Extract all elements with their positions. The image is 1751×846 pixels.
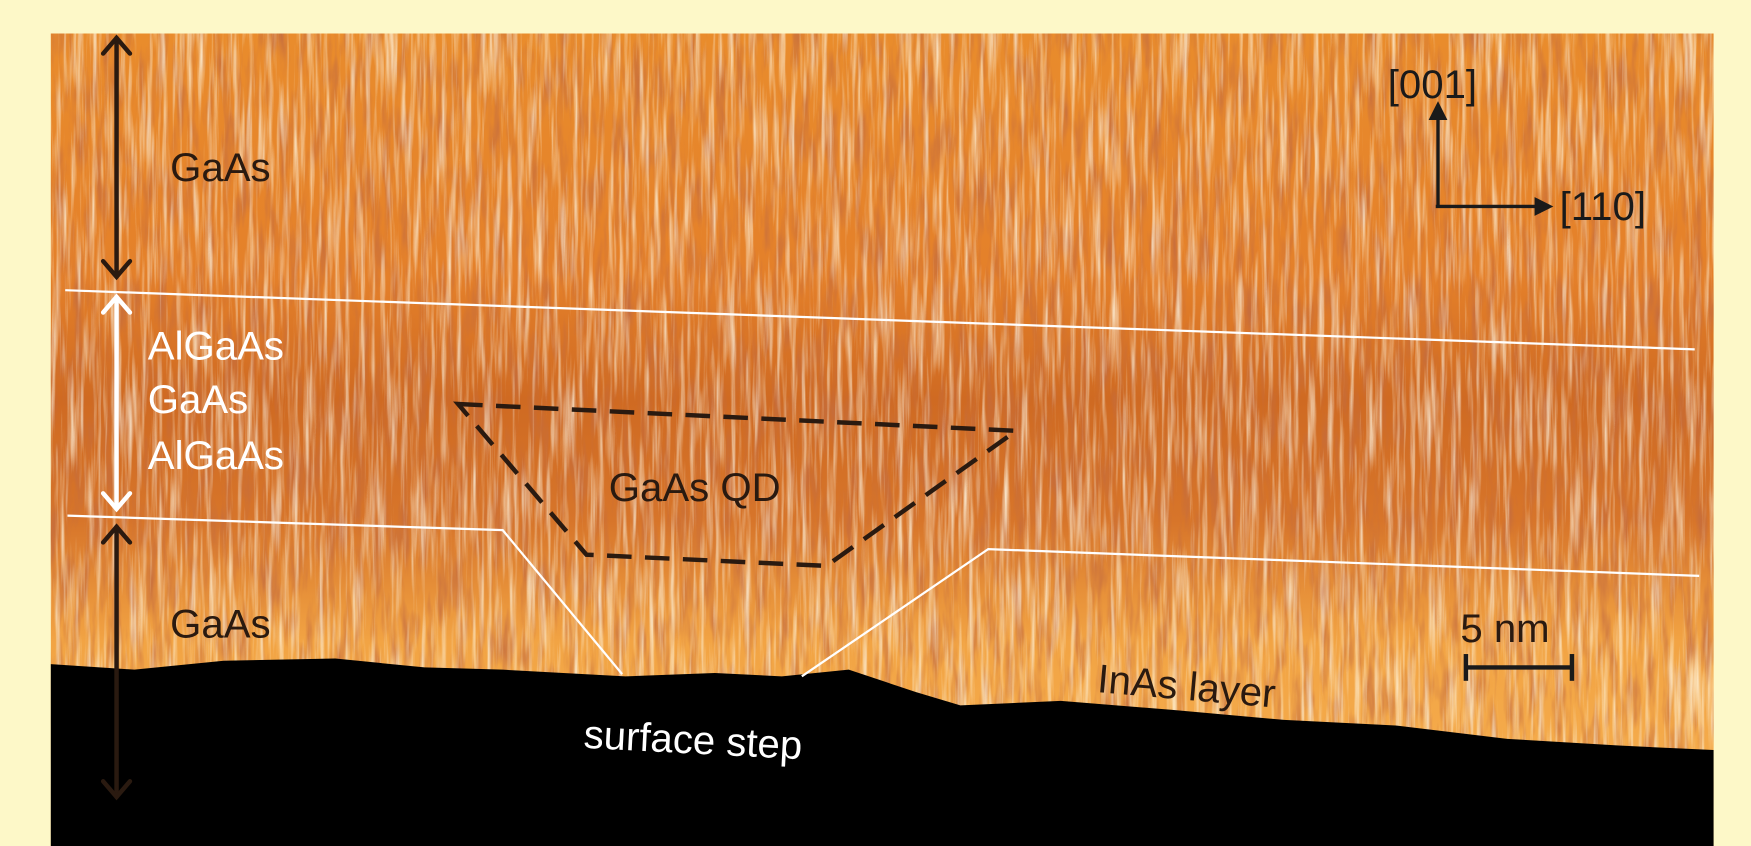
label-qd: GaAs QD: [609, 465, 781, 510]
label-gaas-well: GaAs: [148, 377, 248, 422]
page: {"labels": {"top_layer": "GaAs", "barrie…: [0, 0, 1751, 846]
axis-label-horizontal: [110]: [1560, 184, 1646, 229]
figure: GaAs AlGaAs GaAs AlGaAs GaAs QD GaAs sur…: [0, 0, 1751, 846]
label-gaas-bottom: GaAs: [170, 601, 270, 646]
micrograph: [51, 33, 1714, 846]
scale-label: 5 nm: [1460, 606, 1549, 651]
axis-label-vertical: [001]: [1388, 62, 1477, 107]
label-algaas: AlGaAs: [148, 323, 284, 368]
label-algaas: AlGaAs: [148, 433, 284, 478]
label-gaas-top: GaAs: [170, 145, 270, 190]
